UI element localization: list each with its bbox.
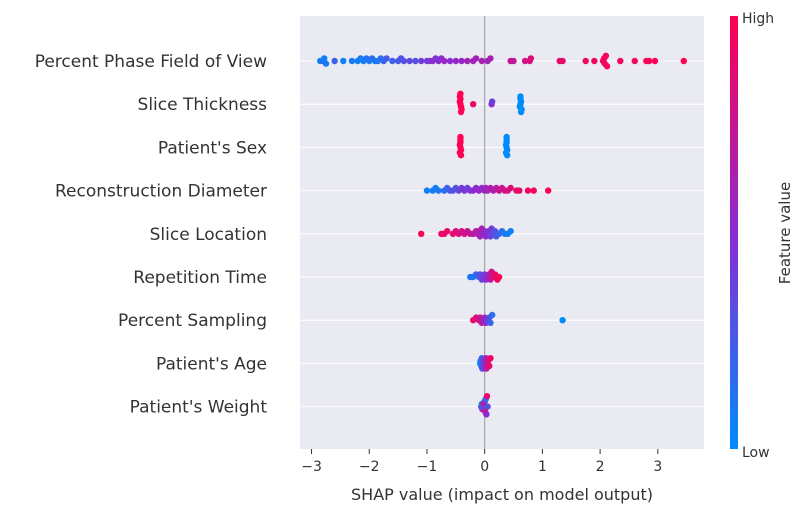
feature-label: Patient's Weight: [130, 398, 268, 418]
shap-point: [651, 57, 659, 65]
shap-point: [631, 57, 638, 65]
shap-point: [478, 57, 485, 65]
shap-point: [507, 228, 514, 235]
shap-points: [317, 52, 687, 418]
shap-point: [322, 60, 330, 67]
shap-point: [495, 273, 503, 281]
shap-point: [559, 317, 566, 324]
shap-point: [321, 55, 328, 62]
shap-point: [530, 187, 537, 194]
shap-point: [446, 57, 454, 65]
x-tick-label: 1: [538, 459, 547, 475]
x-tick-label: 2: [596, 459, 605, 475]
shap-point: [544, 187, 552, 194]
x-axis-ticks: −3 −2 −1 0 1 2 3: [301, 449, 662, 475]
shap-point: [516, 187, 523, 194]
shap-point: [559, 57, 566, 65]
feature-label: Patient's Age: [156, 354, 267, 374]
shap-point: [472, 55, 480, 62]
x-tick-label: −3: [301, 459, 322, 475]
x-tick-label: 0: [480, 459, 489, 475]
shap-point: [488, 98, 496, 105]
shap-point: [469, 101, 477, 108]
shap-point: [603, 62, 611, 70]
feature-label: Slice Thickness: [138, 95, 268, 115]
shap-point: [487, 319, 494, 326]
shap-point: [457, 90, 464, 98]
shap-point: [503, 152, 511, 159]
shap-point: [488, 311, 496, 319]
shap-point: [507, 184, 514, 192]
shap-point: [617, 57, 624, 65]
colorbar: [730, 16, 738, 449]
feature-labels: Percent Phase Field of View Slice Thickne…: [35, 52, 268, 418]
feature-label: Percent Sampling: [118, 311, 267, 331]
colorbar-low-label: Low: [742, 445, 770, 461]
feature-label: Slice Location: [150, 225, 267, 245]
shap-point: [486, 362, 493, 370]
shap-point: [591, 57, 598, 65]
shap-point: [457, 152, 465, 159]
shap-point: [340, 57, 347, 65]
shap-point: [510, 57, 517, 65]
shap-point: [517, 93, 524, 100]
shap-point: [645, 57, 653, 65]
shap-point: [441, 57, 448, 65]
x-tick-label: −1: [417, 459, 438, 475]
feature-label: Reconstruction Diameter: [55, 182, 267, 202]
shap-point: [524, 187, 532, 194]
shap-point: [443, 228, 451, 235]
shap-point: [527, 55, 535, 62]
shap-point: [483, 411, 490, 418]
x-axis-title: SHAP value (impact on model output): [351, 485, 653, 504]
shap-point: [400, 57, 408, 65]
x-tick-label: 3: [653, 459, 662, 475]
x-tick-label: −2: [359, 459, 380, 475]
shap-point: [457, 108, 465, 116]
shap-point: [484, 403, 491, 410]
shap-point: [418, 230, 425, 237]
colorbar-title: Feature value: [776, 182, 794, 284]
shap-point: [680, 57, 687, 65]
shap-point: [348, 57, 356, 65]
shap-point: [412, 57, 419, 65]
shap-point: [458, 57, 465, 65]
shap-point: [503, 133, 510, 141]
shap-point: [435, 187, 442, 194]
shap-point: [331, 57, 338, 65]
shap-point: [521, 57, 529, 65]
shap-point: [452, 57, 460, 65]
feature-label: Repetition Time: [133, 268, 267, 288]
shap-point: [418, 57, 425, 65]
shap-point: [487, 55, 494, 62]
feature-label: Patient's Sex: [158, 138, 267, 158]
feature-label: Percent Phase Field of View: [35, 52, 267, 72]
shap-point: [389, 57, 396, 65]
shap-point: [464, 57, 471, 65]
shap-point: [457, 133, 464, 141]
shap-point: [517, 108, 525, 116]
shap-point: [406, 57, 413, 65]
shap-point: [483, 393, 491, 400]
shap-point: [582, 57, 589, 65]
shap-point: [383, 55, 390, 62]
shap-point: [423, 187, 431, 194]
shap-point: [602, 52, 610, 59]
colorbar-high-label: High: [742, 11, 774, 27]
shap-point: [487, 355, 494, 362]
